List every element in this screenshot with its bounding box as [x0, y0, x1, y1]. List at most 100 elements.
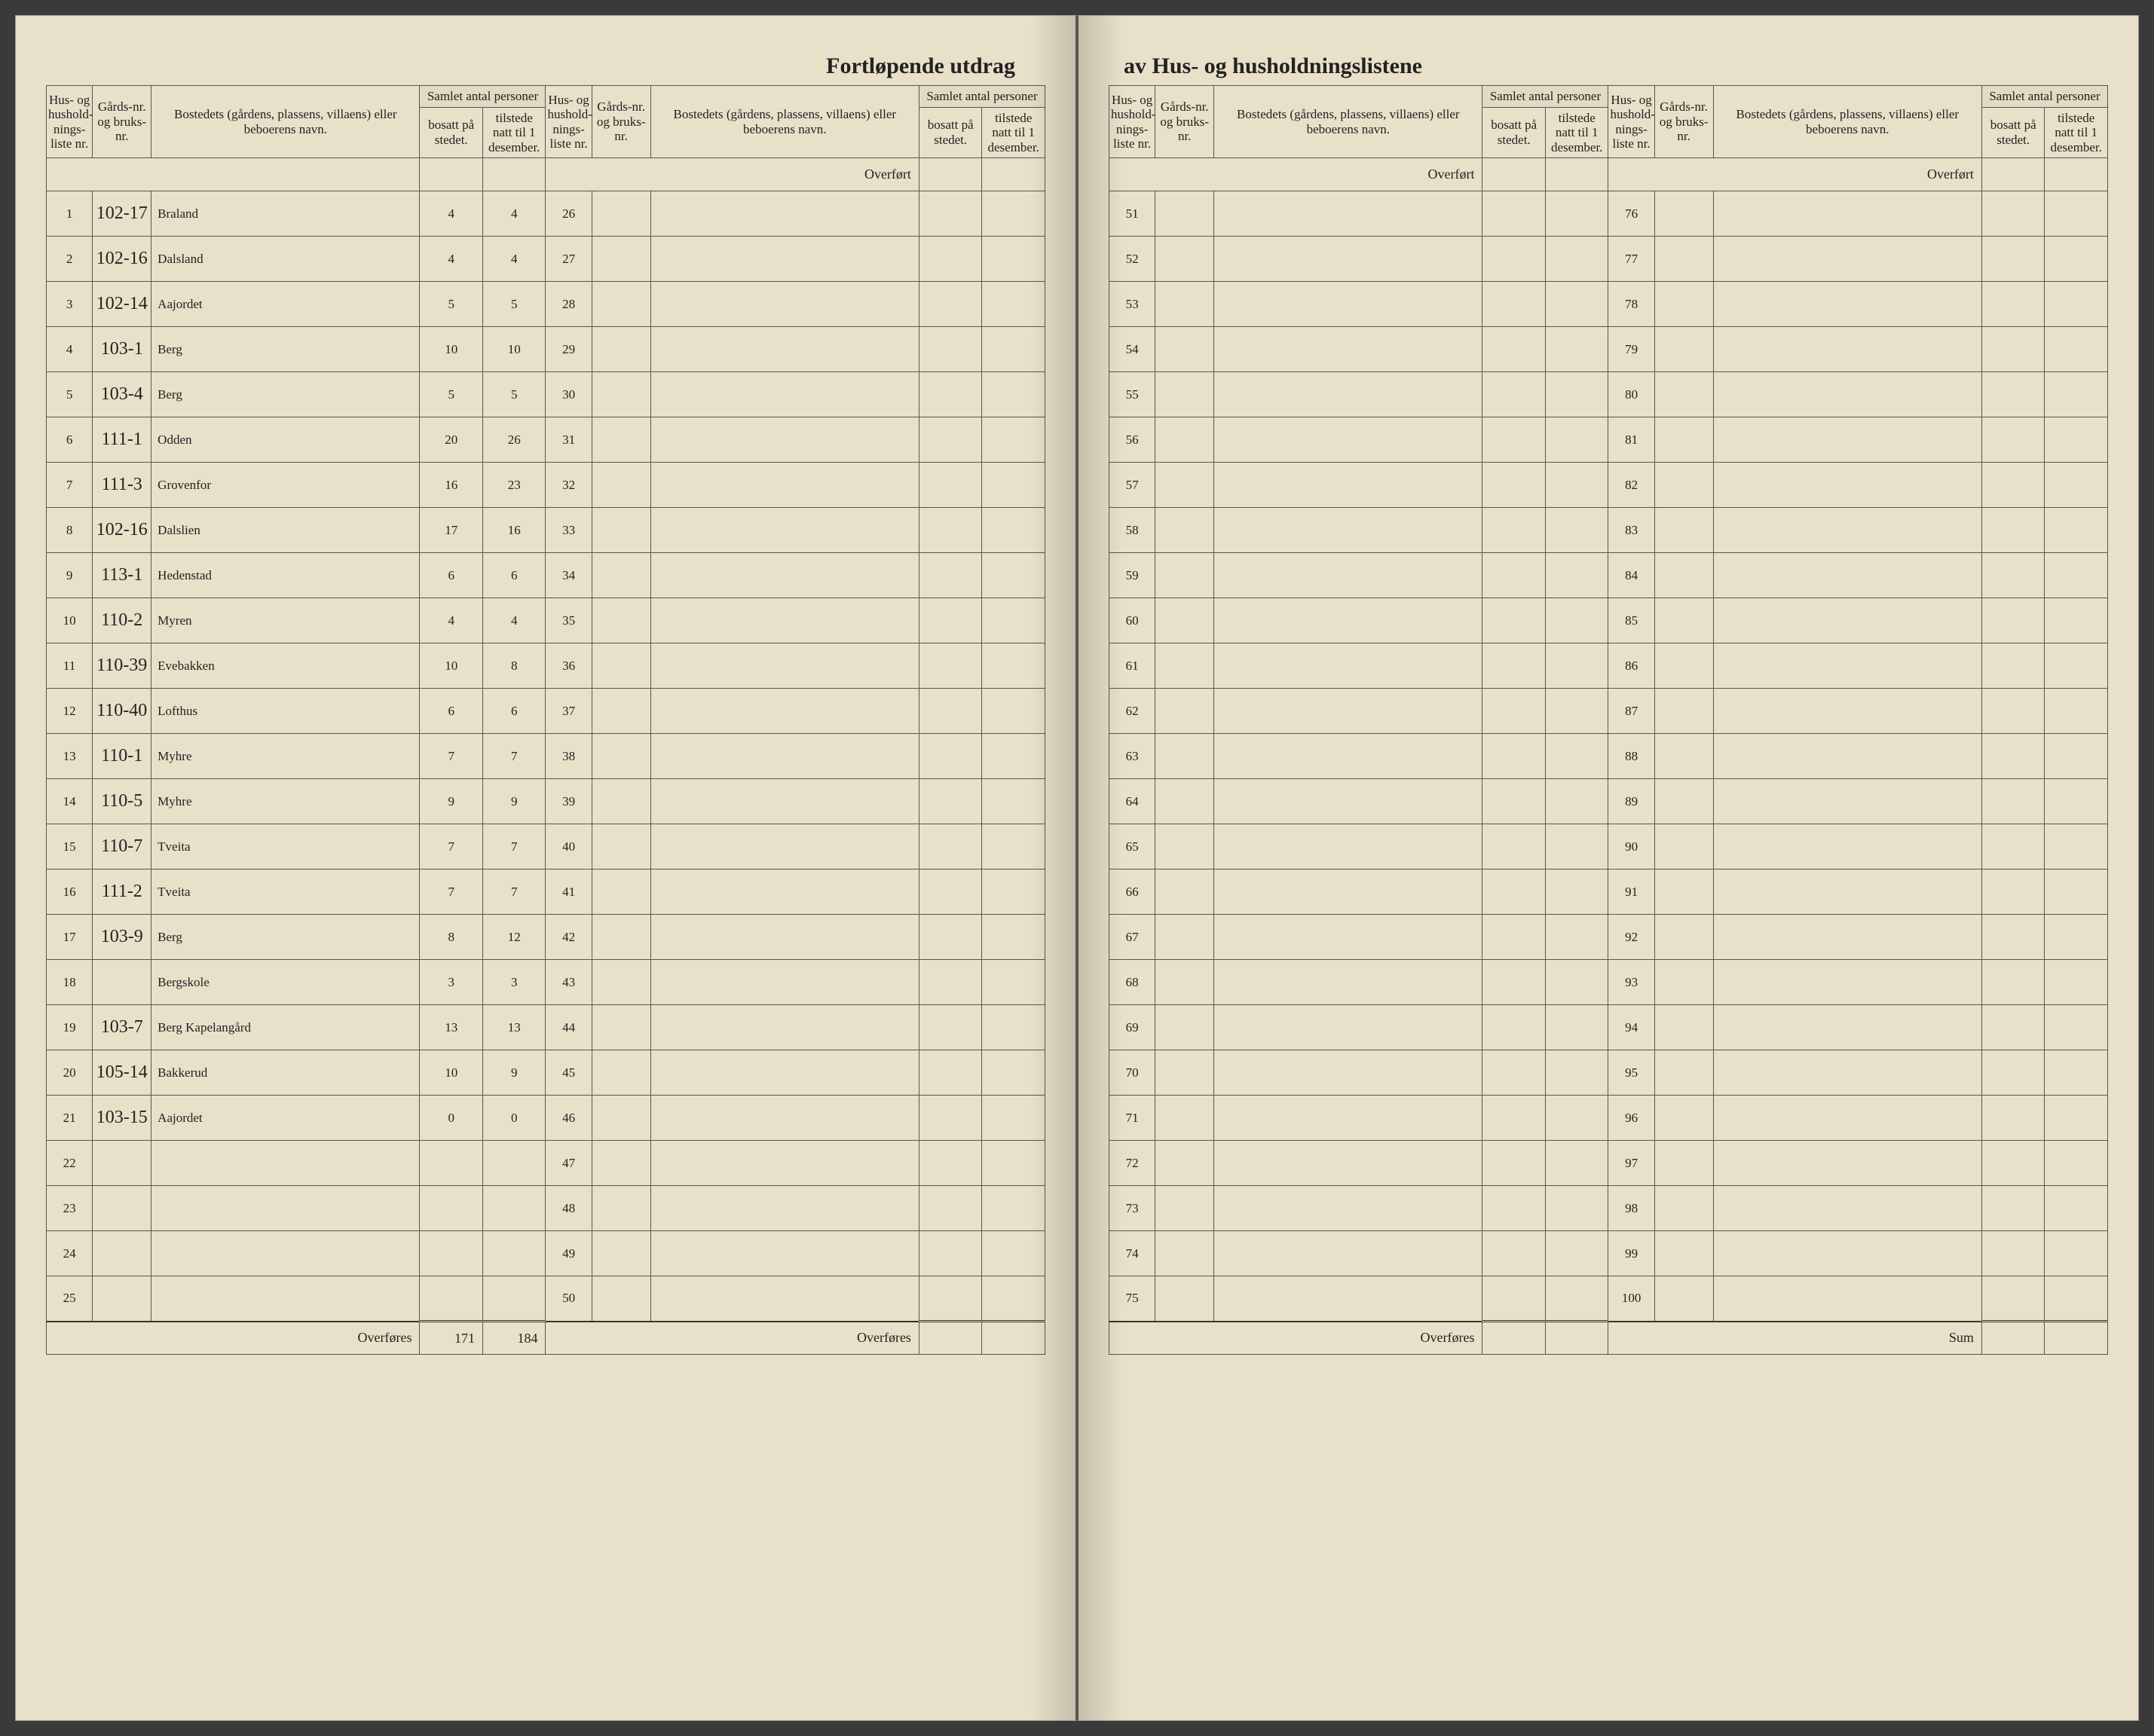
cell-liste-nr: 98	[1608, 1186, 1654, 1231]
cell-liste-nr: 47	[546, 1141, 592, 1186]
cell-tilstede	[982, 282, 1045, 327]
cell-name	[1214, 463, 1482, 508]
hdr-group: Samlet antal personer	[1482, 86, 1608, 108]
cell-tilstede	[2045, 1096, 2108, 1141]
cell-liste-nr: 74	[1109, 1231, 1155, 1276]
cell-name: Evebakken	[151, 643, 420, 689]
cell-bosatt: 9	[420, 779, 483, 824]
table-row: 7095	[1109, 1050, 2108, 1096]
cell-gard-nr	[1654, 1050, 1713, 1096]
cell-bosatt	[1981, 553, 2045, 598]
cell-name: Berg	[151, 372, 420, 417]
cell-gard-nr	[93, 1231, 151, 1276]
table-row: 12110-40Lofthus6637	[47, 689, 1045, 734]
cell-tilstede	[2045, 553, 2108, 598]
ledger-table-left: Hus- og hushold-nings-liste nr. Gårds-nr…	[46, 85, 1045, 1355]
cell-name: Dalslien	[151, 508, 420, 553]
cell-name	[1214, 553, 1482, 598]
cell-gard-nr	[1654, 237, 1713, 282]
cell-tilstede	[982, 734, 1045, 779]
footer-row-right: Overføres Sum	[1109, 1322, 2108, 1355]
page-title-left: Fortløpende utdrag	[46, 53, 1045, 79]
cell-name	[1214, 870, 1482, 915]
cell-liste-nr: 56	[1109, 417, 1155, 463]
cell-bosatt	[420, 1276, 483, 1322]
cell-name	[1713, 1186, 1981, 1231]
cell-liste-nr: 9	[47, 553, 93, 598]
cell-name	[1713, 915, 1981, 960]
table-row: 1102-17Braland4426	[47, 191, 1045, 237]
cell-gard-nr	[1155, 463, 1214, 508]
cell-name: Lofthus	[151, 689, 420, 734]
cell-name	[650, 1276, 919, 1322]
cell-gard-nr	[93, 1186, 151, 1231]
cell-gard-nr: 111-3	[93, 463, 151, 508]
cell-tilstede: 6	[482, 689, 546, 734]
cell-bosatt	[1482, 779, 1546, 824]
cell-liste-nr: 93	[1608, 960, 1654, 1005]
cell-name	[650, 463, 919, 508]
cell-name	[151, 1141, 420, 1186]
cell-liste-nr: 5	[47, 372, 93, 417]
cell-gard-nr	[592, 1096, 650, 1141]
cell-name	[1214, 734, 1482, 779]
cell-tilstede	[1545, 508, 1608, 553]
cell-liste-nr: 55	[1109, 372, 1155, 417]
cell-liste-nr: 61	[1109, 643, 1155, 689]
cell-tilstede	[2045, 734, 2108, 779]
cell-gard-nr	[1155, 734, 1214, 779]
cell-gard-nr: 105-14	[93, 1050, 151, 1096]
cell-tilstede	[1545, 598, 1608, 643]
cell-liste-nr: 76	[1608, 191, 1654, 237]
cell-bosatt: 3	[420, 960, 483, 1005]
cell-tilstede: 7	[482, 870, 546, 915]
table-row: 16111-2Tveita7741	[47, 870, 1045, 915]
cell-tilstede	[2045, 598, 2108, 643]
cell-liste-nr: 99	[1608, 1231, 1654, 1276]
cell-bosatt: 20	[420, 417, 483, 463]
cell-name	[650, 1005, 919, 1050]
cell-gard-nr	[592, 689, 650, 734]
cell-name	[1713, 417, 1981, 463]
cell-liste-nr: 22	[47, 1141, 93, 1186]
cell-gard-nr: 110-5	[93, 779, 151, 824]
hdr-name-2: Bostedets (gårdens, plassens, villaens) …	[1713, 86, 1981, 158]
cell-gard-nr	[1155, 1186, 1214, 1231]
cell-liste-nr: 20	[47, 1050, 93, 1096]
cell-gard-nr	[592, 779, 650, 824]
cell-tilstede	[2045, 1276, 2108, 1322]
cell-tilstede: 16	[482, 508, 546, 553]
cell-name: Odden	[151, 417, 420, 463]
cell-tilstede: 7	[482, 734, 546, 779]
cell-gard-nr	[1155, 824, 1214, 870]
hdr-gard: Gårds-nr. og bruks-nr.	[93, 86, 151, 158]
cell-tilstede: 12	[482, 915, 546, 960]
cell-tilstede	[1545, 643, 1608, 689]
cell-name	[1713, 1096, 1981, 1141]
cell-tilstede	[982, 643, 1045, 689]
cell-name	[1713, 643, 1981, 689]
cell-tilstede	[2045, 779, 2108, 824]
cell-tilstede	[2045, 1231, 2108, 1276]
cell-bosatt: 5	[420, 372, 483, 417]
hdr-bosatt-2: bosatt på stedet.	[1981, 107, 2045, 158]
cell-tilstede	[1545, 1005, 1608, 1050]
table-row: 5378	[1109, 282, 2108, 327]
cell-gard-nr: 111-2	[93, 870, 151, 915]
sum-label: Sum	[1608, 1322, 1981, 1355]
cell-bosatt: 17	[420, 508, 483, 553]
cell-name	[1214, 508, 1482, 553]
cell-gard-nr: 102-16	[93, 237, 151, 282]
cell-gard-nr: 103-15	[93, 1096, 151, 1141]
cell-liste-nr: 32	[546, 463, 592, 508]
cell-tilstede	[982, 689, 1045, 734]
cell-bosatt	[1981, 870, 2045, 915]
cell-bosatt	[919, 643, 982, 689]
table-body-left: Overført 1102-17Braland44262102-16Dalsla…	[47, 158, 1045, 1322]
ledger-book: Fortløpende utdrag Hus- og hushold-nings…	[15, 15, 2139, 1721]
cell-bosatt	[1482, 553, 1546, 598]
cell-tilstede	[982, 417, 1045, 463]
table-row: 7297	[1109, 1141, 2108, 1186]
cell-gard-nr	[1654, 463, 1713, 508]
cell-bosatt	[1482, 734, 1546, 779]
